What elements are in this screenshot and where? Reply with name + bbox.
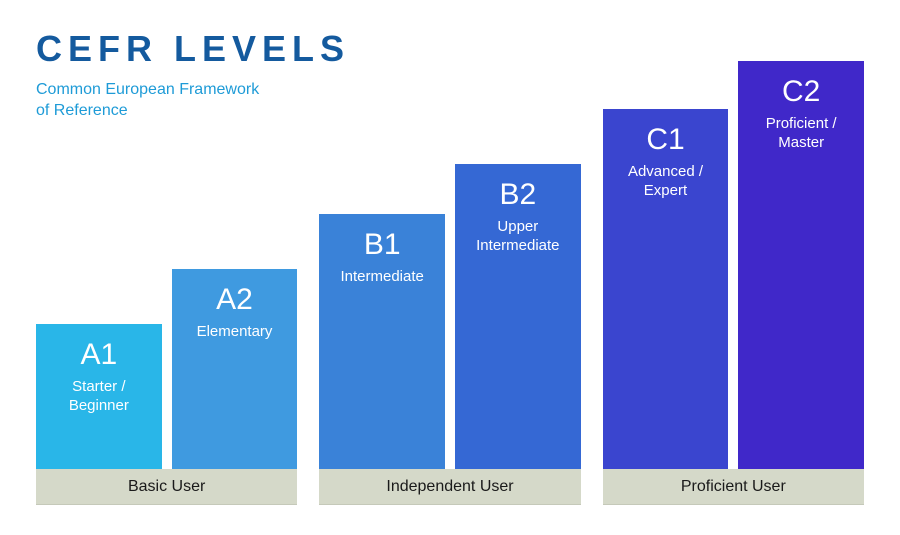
bar-b1: B1 Intermediate (319, 214, 445, 469)
bar-code: C1 (646, 123, 684, 157)
bar-c2: C2 Proficient /Master (738, 61, 864, 469)
bar-desc: Intermediate (340, 268, 423, 287)
bar-code: A2 (216, 283, 253, 317)
group-label: Proficient User (603, 469, 864, 505)
bar-group-bars: A1 Starter /Beginner A2 Elementary (36, 269, 297, 469)
group-label: Basic User (36, 469, 297, 505)
bar-code: C2 (782, 75, 820, 109)
bar-code: B1 (364, 228, 401, 262)
bar-group: B1 Intermediate B2 UpperIntermediate Indepen… (319, 164, 580, 505)
bar-desc: UpperIntermediate (476, 218, 559, 256)
bar-group-bars: C1 Advanced /Expert C2 Proficient /Master (603, 61, 864, 469)
group-label: Independent User (319, 469, 580, 505)
bar-group-bars: B1 Intermediate B2 UpperIntermediate (319, 164, 580, 469)
bar-desc: Starter /Beginner (69, 378, 129, 416)
bar-a2: A2 Elementary (172, 269, 298, 469)
bar-group: C1 Advanced /Expert C2 Proficient /Master Pr… (603, 61, 864, 505)
bar-c1: C1 Advanced /Expert (603, 109, 729, 469)
bar-a1: A1 Starter /Beginner (36, 324, 162, 469)
bar-desc: Elementary (197, 323, 273, 342)
bar-b2: B2 UpperIntermediate (455, 164, 581, 469)
bar-code: A1 (80, 338, 117, 372)
bar-desc: Proficient /Master (766, 115, 837, 153)
cefr-bar-chart: A1 Starter /Beginner A2 Elementary Basic Use… (36, 60, 864, 505)
bar-group: A1 Starter /Beginner A2 Elementary Basic Use… (36, 269, 297, 505)
bar-code: B2 (499, 178, 536, 212)
bar-desc: Advanced /Expert (628, 163, 703, 201)
